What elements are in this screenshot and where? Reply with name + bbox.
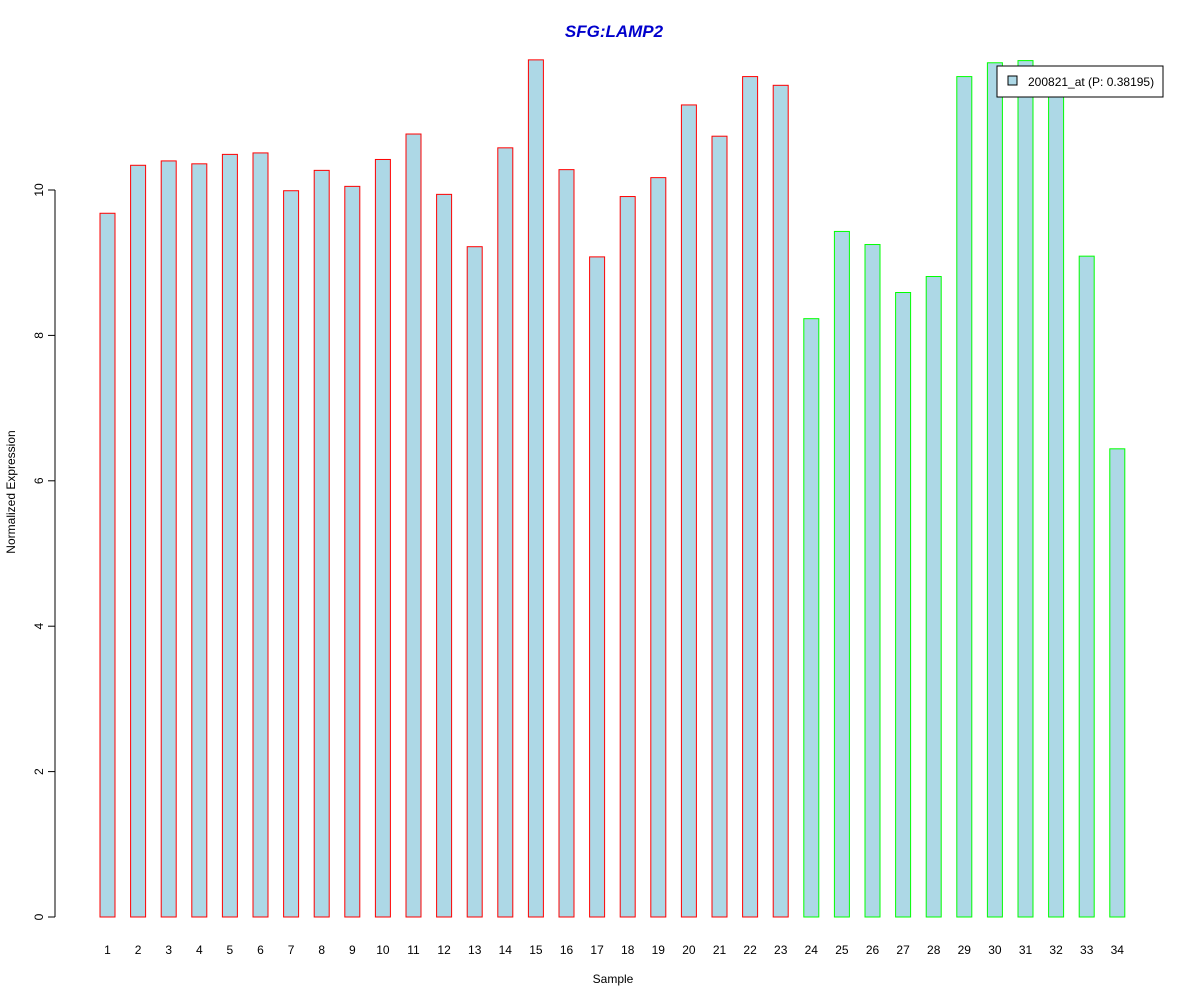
bar-sample-2 xyxy=(130,164,147,918)
bar-sample-27 xyxy=(895,292,912,918)
x-tick-label: 32 xyxy=(1049,943,1063,957)
bar-sample-10 xyxy=(374,158,391,918)
y-tick-label: 8 xyxy=(32,332,46,339)
x-tick-label: 4 xyxy=(196,943,203,957)
x-tick-label: 20 xyxy=(682,943,696,957)
x-tick-label: 24 xyxy=(805,943,819,957)
x-tick-label: 22 xyxy=(743,943,757,957)
x-tick-label: 30 xyxy=(988,943,1002,957)
y-axis-label: Normalized Expression xyxy=(4,430,18,553)
y-tick-label: 2 xyxy=(32,768,46,775)
bar-sample-22 xyxy=(742,76,759,918)
x-tick-label: 19 xyxy=(652,943,666,957)
x-tick-label: 34 xyxy=(1111,943,1125,957)
x-tick-label: 3 xyxy=(165,943,172,957)
bar-sample-28 xyxy=(925,276,942,918)
x-tick-label: 5 xyxy=(227,943,234,957)
bar-sample-15 xyxy=(527,59,544,918)
x-tick-label: 33 xyxy=(1080,943,1094,957)
bar-sample-13 xyxy=(466,246,483,918)
bar-sample-11 xyxy=(405,133,422,918)
y-tick-label: 6 xyxy=(32,477,46,484)
bar-sample-33 xyxy=(1078,255,1095,918)
x-tick-label: 12 xyxy=(437,943,451,957)
x-tick-label: 6 xyxy=(257,943,264,957)
y-axis: 0 2 4 6 8 10 xyxy=(32,183,56,920)
bar-sample-16 xyxy=(558,169,575,918)
x-tick-label: 11 xyxy=(407,943,420,957)
bar-sample-5 xyxy=(221,153,238,918)
bar-sample-7 xyxy=(283,190,300,918)
x-tick-label: 26 xyxy=(866,943,880,957)
x-tick-label: 7 xyxy=(288,943,295,957)
bar-sample-21 xyxy=(711,135,728,918)
x-tick-label: 29 xyxy=(958,943,972,957)
x-tick-label: 17 xyxy=(590,943,604,957)
bar-sample-4 xyxy=(191,163,208,918)
x-tick-label: 21 xyxy=(713,943,727,957)
x-tick-label: 15 xyxy=(529,943,543,957)
bar-sample-12 xyxy=(436,193,453,918)
bar-sample-6 xyxy=(252,152,269,918)
bar-sample-25 xyxy=(833,230,850,918)
bar-sample-24 xyxy=(803,318,820,918)
bars-group xyxy=(99,59,1126,918)
legend-label: 200821_at (P: 0.38195) xyxy=(1028,75,1154,89)
bar-sample-31 xyxy=(1017,60,1034,918)
bar-sample-14 xyxy=(497,147,514,918)
x-tick-label: 1 xyxy=(104,943,111,957)
x-tick-label: 13 xyxy=(468,943,482,957)
x-tick-label: 10 xyxy=(376,943,390,957)
x-tick-label: 2 xyxy=(135,943,142,957)
x-tick-label: 8 xyxy=(318,943,325,957)
bar-sample-30 xyxy=(986,62,1003,918)
legend-box xyxy=(996,65,1164,98)
y-tick-label: 10 xyxy=(32,183,46,197)
bar-sample-17 xyxy=(589,256,606,918)
x-tick-label: 9 xyxy=(349,943,356,957)
bar-sample-32 xyxy=(1048,84,1065,918)
x-tick-label: 25 xyxy=(835,943,849,957)
legend-swatch xyxy=(1007,75,1018,86)
x-tick-label: 23 xyxy=(774,943,788,957)
bar-sample-29 xyxy=(956,76,973,918)
x-tick-label: 18 xyxy=(621,943,635,957)
x-tick-labels: 1 2 3 4 5 6 7 8 9 10 11 12 13 14 15 16 17 18 19 20 21 22 23 24 2… xyxy=(104,943,1124,957)
bar-sample-26 xyxy=(864,244,881,918)
bar-sample-20 xyxy=(680,104,697,918)
y-tick-label: 4 xyxy=(32,623,46,630)
bar-sample-34 xyxy=(1109,448,1126,918)
x-tick-label: 31 xyxy=(1019,943,1033,957)
bar-sample-18 xyxy=(619,196,636,918)
bar-sample-23 xyxy=(772,84,789,918)
bar-sample-1 xyxy=(99,212,116,918)
chart-title: SFG:LAMP2 xyxy=(565,22,664,41)
bar-sample-3 xyxy=(160,160,177,918)
x-tick-label: 27 xyxy=(896,943,910,957)
x-tick-label: 16 xyxy=(560,943,574,957)
bar-sample-9 xyxy=(344,185,361,918)
x-axis-label: Sample xyxy=(593,972,634,986)
x-tick-label: 14 xyxy=(499,943,513,957)
legend: 200821_at (P: 0.38195) xyxy=(996,65,1164,98)
bar-sample-19 xyxy=(650,177,667,918)
y-tick-label: 0 xyxy=(32,913,46,920)
bar-sample-8 xyxy=(313,169,330,918)
x-tick-label: 28 xyxy=(927,943,941,957)
